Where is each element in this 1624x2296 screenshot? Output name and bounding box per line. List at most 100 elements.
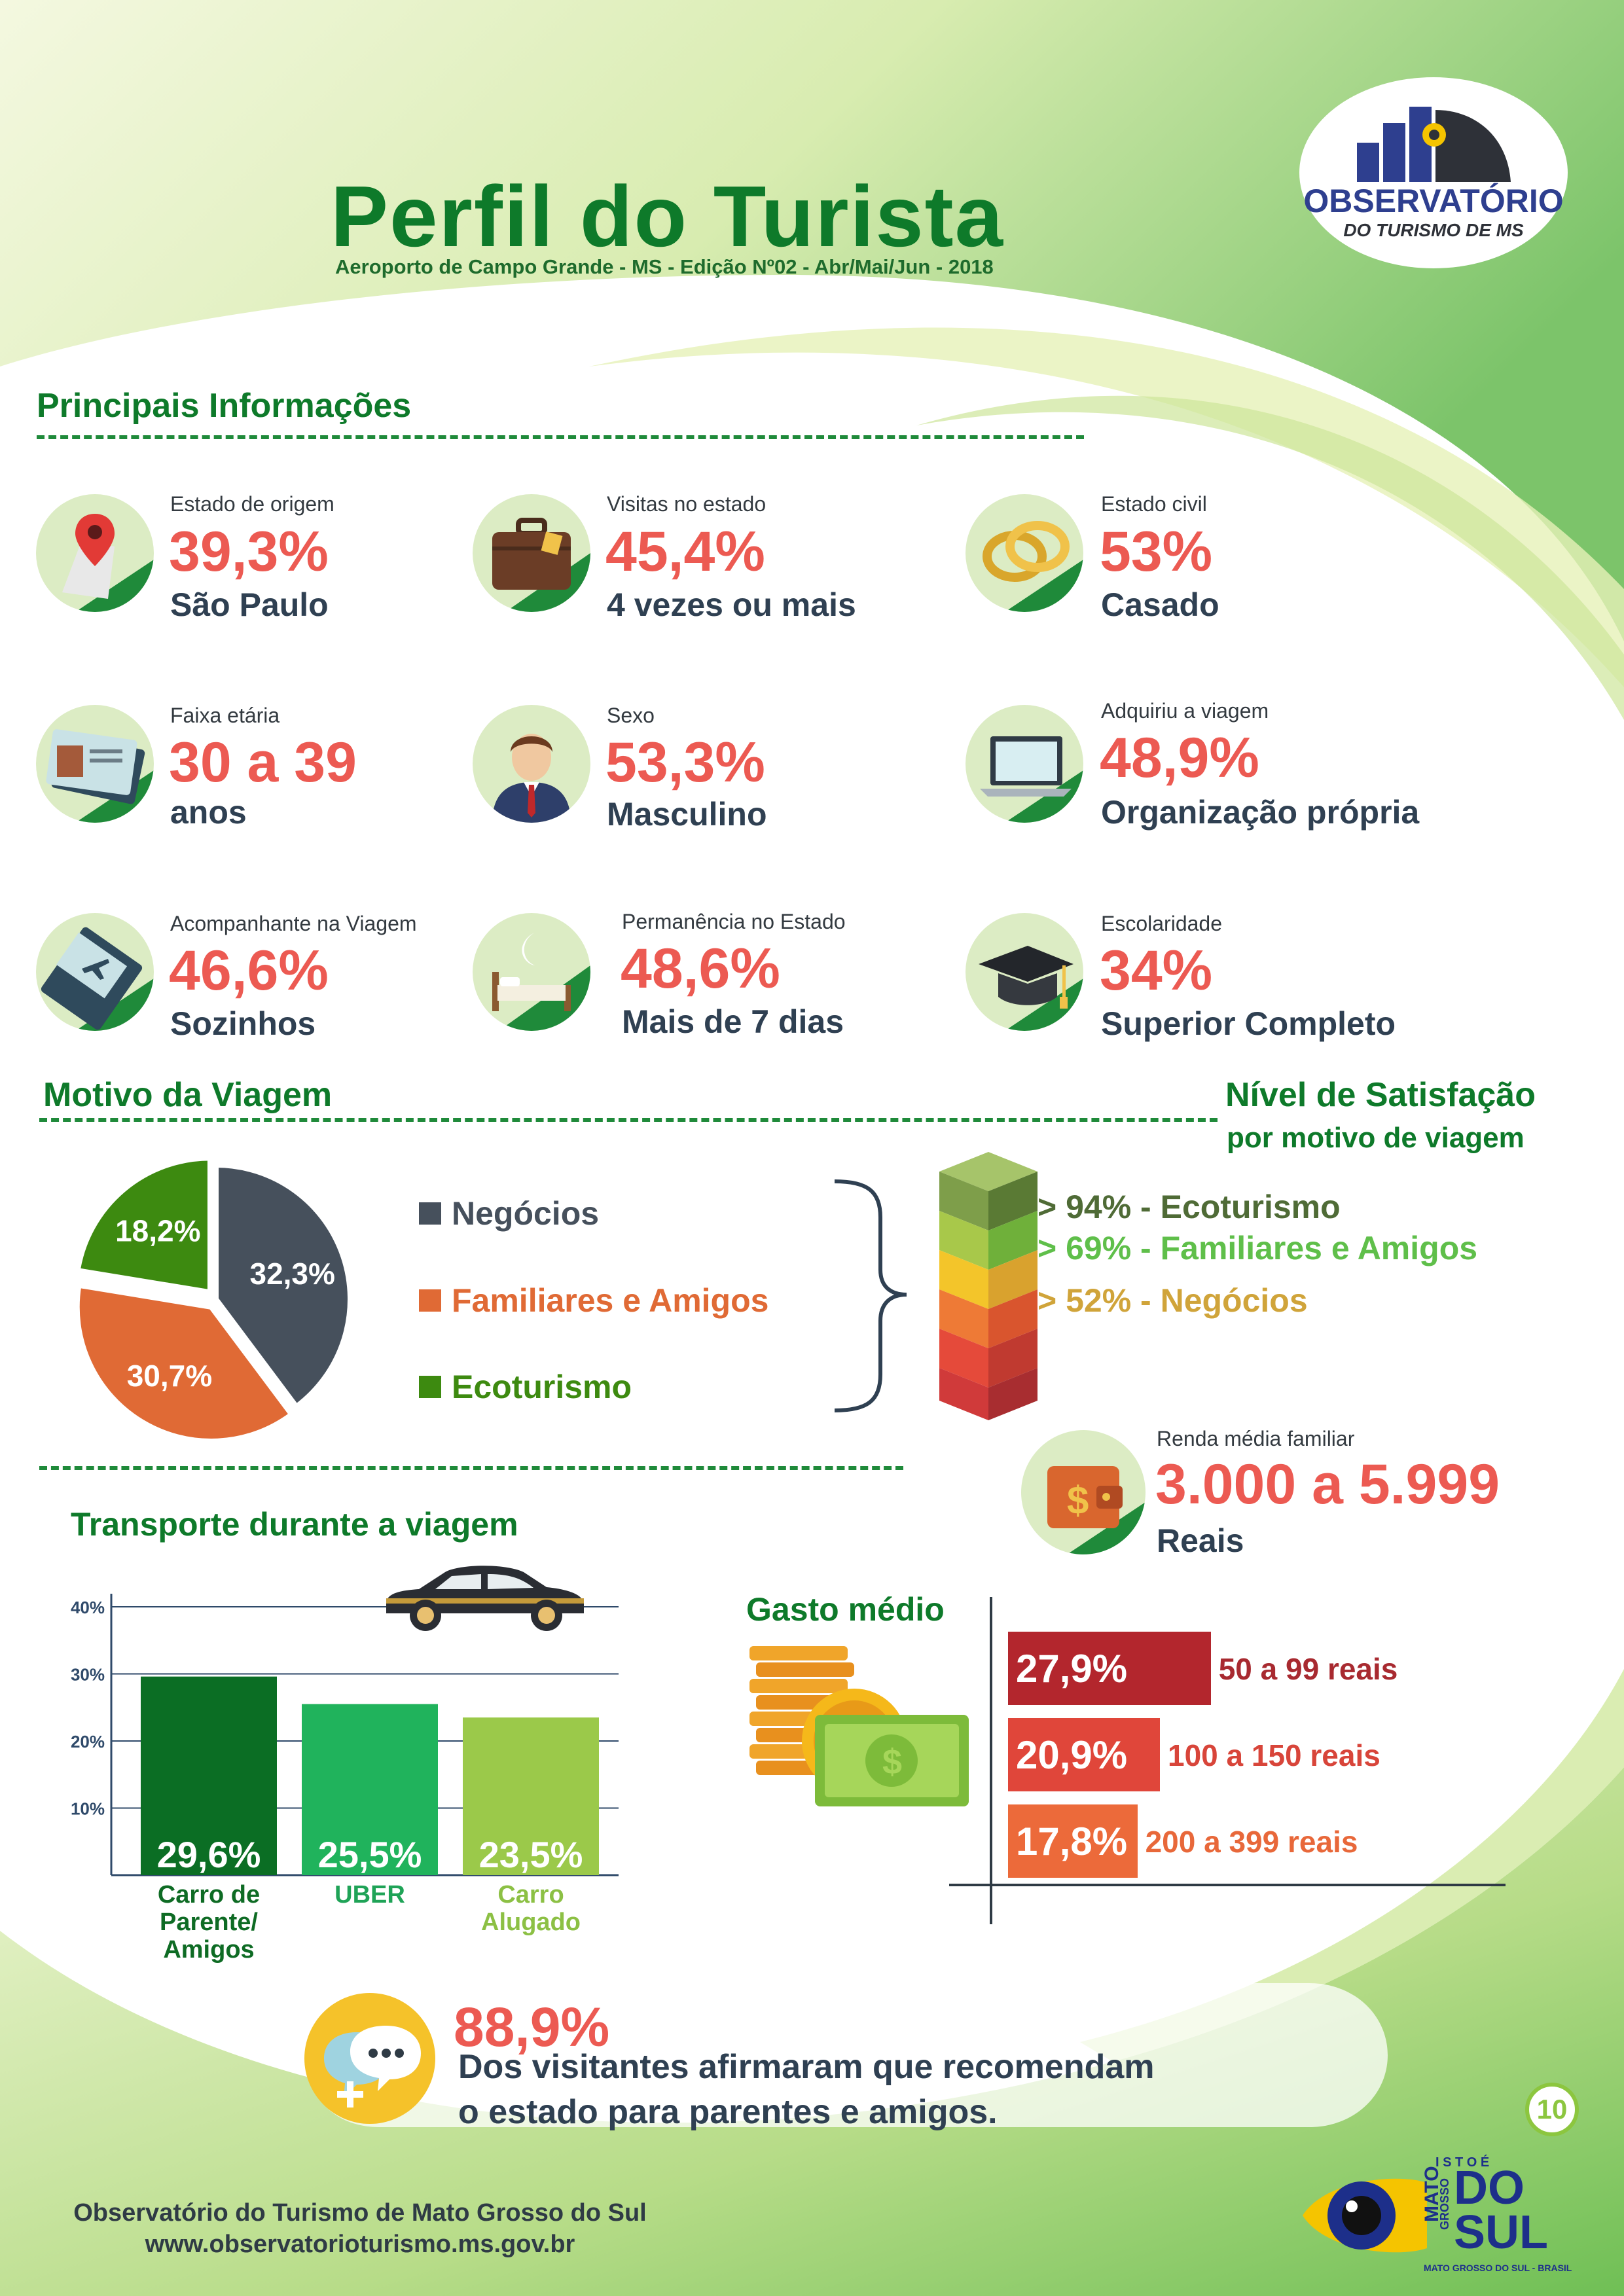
info-label: Escolaridade [1101, 912, 1222, 935]
principais-divider [37, 435, 1084, 439]
info-desc: Masculino [607, 796, 767, 833]
info-value: 48,6% [621, 937, 780, 1000]
pie-slice [74, 1282, 296, 1444]
pie-slice-label: 32,3% [249, 1257, 334, 1291]
pie-slice-label: 18,2% [115, 1214, 200, 1248]
legend-swatch [419, 1376, 441, 1398]
info-desc: São Paulo [170, 586, 329, 623]
satisfacao-row: > 69% - Familiares e Amigos [1038, 1230, 1478, 1266]
brand-sul: SUL [1454, 2206, 1548, 2259]
renda-label: Renda média familiar [1157, 1427, 1355, 1450]
info-label: Estado civil [1101, 492, 1207, 516]
info-label: Estado de origem [170, 492, 334, 516]
gasto-axis-vertical [990, 1597, 992, 1924]
recommend-value: 88,9% [454, 1996, 610, 2058]
footer-line1: Observatório do Turismo de Mato Grosso d… [73, 2199, 647, 2227]
y-tick-label: 20% [71, 1732, 105, 1751]
legend-item-negocios: Negócios [419, 1194, 599, 1232]
page-number-text: 10 [1536, 2094, 1568, 2125]
page-title: Perfil do Turista [331, 168, 1005, 264]
info-value: 39,3% [169, 520, 329, 583]
eye-icon [1303, 2178, 1427, 2253]
ticket-icon [36, 913, 154, 1031]
transporte-bar-value: 29,6% [157, 1834, 261, 1875]
footer-line2: www.observatorioturismo.ms.gov.br [145, 2231, 575, 2258]
transporte-bar-value: 23,5% [479, 1834, 583, 1875]
recommend-bubble [275, 1944, 1388, 2127]
transporte-bar-label: Parente/ [160, 1909, 258, 1936]
man-icon [473, 705, 590, 823]
transporte-bar-label: Alugado [481, 1909, 581, 1936]
y-tick-label: 40% [71, 1598, 105, 1617]
info-label: Visitas no estado [607, 492, 767, 516]
info-value: 48,9% [1100, 726, 1259, 789]
brand-bottom: MATO GROSSO DO SUL - BRASIL [1424, 2263, 1572, 2273]
transporte-divider [39, 1466, 903, 1470]
transporte-bar-label: UBER [334, 1881, 405, 1909]
info-desc: Mais de 7 dias [622, 1003, 844, 1040]
gasto-bar-label: 100 a 150 reais [1167, 1738, 1380, 1772]
legend-label: Negócios [452, 1195, 600, 1232]
legend-item-ecoturismo: Ecoturismo [419, 1368, 632, 1406]
info-desc: Casado [1101, 586, 1219, 623]
gasto-bar: 20,9% [1008, 1718, 1160, 1791]
transporte-heading: Transporte durante a viagem [71, 1506, 518, 1543]
page-number: 10 [1525, 2083, 1579, 2136]
motivo-heading: Motivo da Viagem [43, 1076, 333, 1114]
recommend-line2: o estado para parentes e amigos. [458, 2093, 998, 2131]
gasto-bar-label: 200 a 399 reais [1145, 1825, 1358, 1859]
svg-text:$: $ [1067, 1479, 1089, 1522]
money-icon: $ [749, 1646, 969, 1806]
satisfacao-row: > 52% - Negócios [1038, 1282, 1308, 1319]
bed-icon [473, 913, 590, 1031]
satisfacao-heading: Nível de Satisfação [1225, 1076, 1536, 1114]
legend-label: Ecoturismo [452, 1369, 632, 1405]
info-desc: Sozinhos [170, 1005, 316, 1042]
gasto-bar-label: 50 a 99 reais [1218, 1652, 1398, 1686]
renda-unit: Reais [1157, 1522, 1244, 1559]
renda-value: 3.000 a 5.999 [1155, 1453, 1500, 1516]
pie-slice-label: 30,7% [127, 1359, 212, 1393]
page-subtitle: Aeroporto de Campo Grande - MS - Edição … [335, 255, 994, 278]
transporte-bar-value: 25,5% [318, 1834, 422, 1875]
info-label: Faixa etária [170, 704, 280, 727]
wallet-icon: $ [1021, 1430, 1146, 1554]
legend-item-familiares: Familiares e Amigos [419, 1282, 768, 1319]
legend-swatch [419, 1202, 441, 1225]
logo-line1: OBSERVATÓRIO [1303, 183, 1564, 219]
curly-brace [834, 1179, 907, 1412]
gasto-heading: Gasto médio [746, 1591, 945, 1628]
brand-do: DO [1454, 2162, 1525, 2214]
chat-icon [304, 1993, 435, 2124]
motivo-pie-chart: 32,3% 30,7% 18,2% [74, 1155, 353, 1444]
info-value: 34% [1100, 939, 1213, 1002]
info-label: Sexo [607, 704, 655, 727]
info-desc: Organização própria [1101, 794, 1420, 831]
pie-slice [213, 1162, 353, 1410]
transporte-bar-label: Carro de [158, 1881, 260, 1909]
satisfaction-cube-stack [939, 1152, 1038, 1420]
info-label: Permanência no Estado [622, 910, 846, 933]
transporte-bar [463, 1717, 599, 1875]
mato-grosso-do-sul-logo: I S T O É MATO GROSSO DO SUL MATO GROSSO… [1299, 2150, 1572, 2281]
svg-text:$: $ [882, 1742, 902, 1782]
info-value: 53% [1100, 520, 1213, 583]
recommend-line1: Dos visitantes afirmaram que recomendam [458, 2048, 1155, 2086]
car-icon [386, 1566, 584, 1631]
satisfacao-row: > 94% - Ecoturismo [1038, 1189, 1341, 1225]
gasto-bar: 17,8% [1008, 1804, 1138, 1878]
id-card-icon [36, 705, 154, 823]
motivo-divider [39, 1118, 1218, 1122]
transporte-bar [302, 1704, 438, 1875]
logo-line2: DO TURISMO DE MS [1343, 220, 1524, 240]
suitcase-icon [473, 494, 590, 612]
laptop-icon [965, 705, 1083, 823]
transporte-bar [141, 1676, 277, 1875]
info-value: 30 a 39 [169, 731, 357, 794]
gasto-bar: 27,9% [1008, 1632, 1211, 1705]
graduation-cap-icon [965, 913, 1083, 1031]
info-value: 53,3% [605, 731, 765, 794]
pie-slice [75, 1155, 213, 1296]
brand-top: I S T O É [1435, 2155, 1490, 2170]
